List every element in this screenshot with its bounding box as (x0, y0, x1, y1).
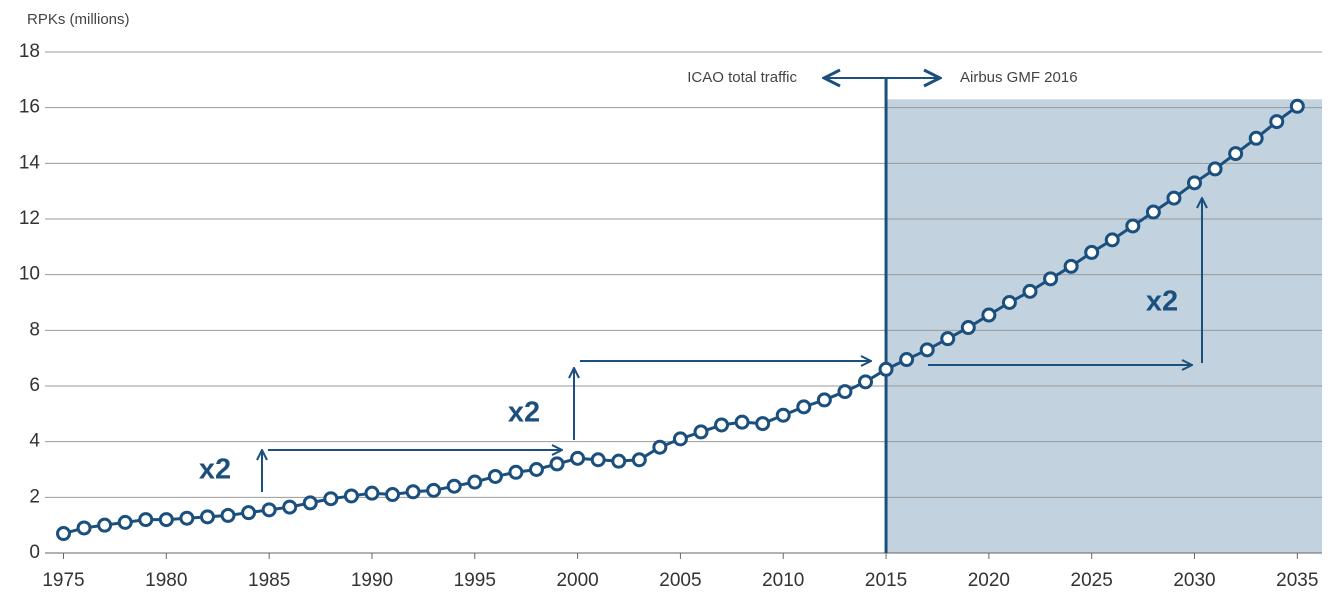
point (1269, 114, 1285, 130)
x-tick-label: 2015 (865, 570, 907, 591)
plot-background (886, 99, 1322, 554)
x-tick-label: 2020 (968, 570, 1010, 591)
point (960, 320, 976, 336)
point (343, 488, 359, 504)
point (1145, 204, 1161, 220)
point (1043, 271, 1059, 287)
point (714, 417, 730, 433)
point (1187, 175, 1203, 191)
point (426, 482, 442, 498)
point (1228, 146, 1244, 162)
x-tick-label: 2005 (659, 570, 701, 591)
point (652, 439, 668, 455)
point (1022, 283, 1038, 299)
point (878, 361, 894, 377)
point (1166, 190, 1182, 206)
point (631, 452, 647, 468)
x-tick-label: 2010 (762, 570, 804, 591)
point (241, 505, 257, 521)
y-tick-label: 6 (29, 375, 40, 396)
point (446, 478, 462, 494)
point (1248, 130, 1264, 146)
point (528, 462, 544, 477)
point (487, 468, 503, 484)
point (775, 407, 791, 423)
point (220, 507, 236, 523)
point (940, 331, 956, 347)
point (919, 342, 935, 358)
point (899, 352, 915, 368)
x-tick-label: 1990 (351, 570, 393, 591)
y-tick-label: 8 (29, 319, 40, 340)
y-tick-label: 2 (29, 486, 40, 507)
x-tick-label: 1995 (454, 570, 496, 591)
y-tick-label: 12 (19, 208, 40, 229)
point (981, 307, 997, 323)
point (796, 399, 812, 415)
x-tick-label: 1985 (248, 570, 290, 591)
x-tick-label: 2025 (1071, 570, 1113, 591)
point (56, 526, 72, 542)
point (97, 517, 113, 533)
point (611, 453, 627, 469)
annotation: x2 (199, 454, 231, 486)
point (508, 464, 524, 480)
forecast-region (886, 99, 1322, 554)
y-tick-label: 14 (19, 152, 41, 173)
y-tick-label: 16 (19, 97, 40, 118)
point (755, 416, 771, 432)
point (590, 452, 606, 468)
point (734, 414, 750, 430)
point (158, 512, 174, 528)
y-tick-label: 10 (19, 264, 40, 285)
point (570, 450, 586, 466)
point (1289, 98, 1305, 114)
x-tick-label: 2035 (1276, 570, 1318, 591)
point (467, 474, 483, 490)
point (837, 384, 853, 400)
point (1084, 244, 1100, 260)
point (138, 512, 154, 528)
point (405, 484, 421, 500)
y-tick-label: 4 (29, 431, 40, 452)
point (179, 510, 195, 526)
annotation: x2 (508, 397, 540, 429)
point (1104, 232, 1120, 248)
point (199, 509, 215, 525)
point (323, 491, 339, 507)
point (385, 487, 401, 503)
y-tick-label: 0 (29, 542, 40, 563)
point (282, 499, 298, 515)
point (1063, 258, 1079, 274)
annotation-arrows (262, 78, 1202, 492)
point (1001, 295, 1017, 310)
x-tick-label: 2030 (1173, 570, 1215, 591)
x-tick-label: 1980 (145, 570, 187, 591)
marks (56, 78, 1305, 553)
point (693, 424, 709, 440)
point (1207, 161, 1223, 177)
point (364, 485, 380, 501)
point (549, 456, 565, 472)
y-axis-title: RPKs (millions) (27, 11, 130, 28)
point (857, 374, 873, 390)
point (76, 520, 92, 536)
point (117, 514, 133, 530)
point (816, 392, 832, 408)
grid (45, 51, 1322, 559)
annotation: x2 (1146, 286, 1178, 318)
y-tick-label: 18 (19, 41, 40, 62)
annotation: Airbus GMF 2016 (960, 69, 1078, 86)
point (261, 502, 277, 518)
annotation: ICAO total traffic (687, 69, 797, 86)
x-tick-label: 1975 (42, 570, 84, 591)
point (1125, 218, 1141, 234)
x-tick-label: 2000 (556, 570, 598, 591)
point (672, 431, 688, 447)
point (302, 495, 318, 511)
